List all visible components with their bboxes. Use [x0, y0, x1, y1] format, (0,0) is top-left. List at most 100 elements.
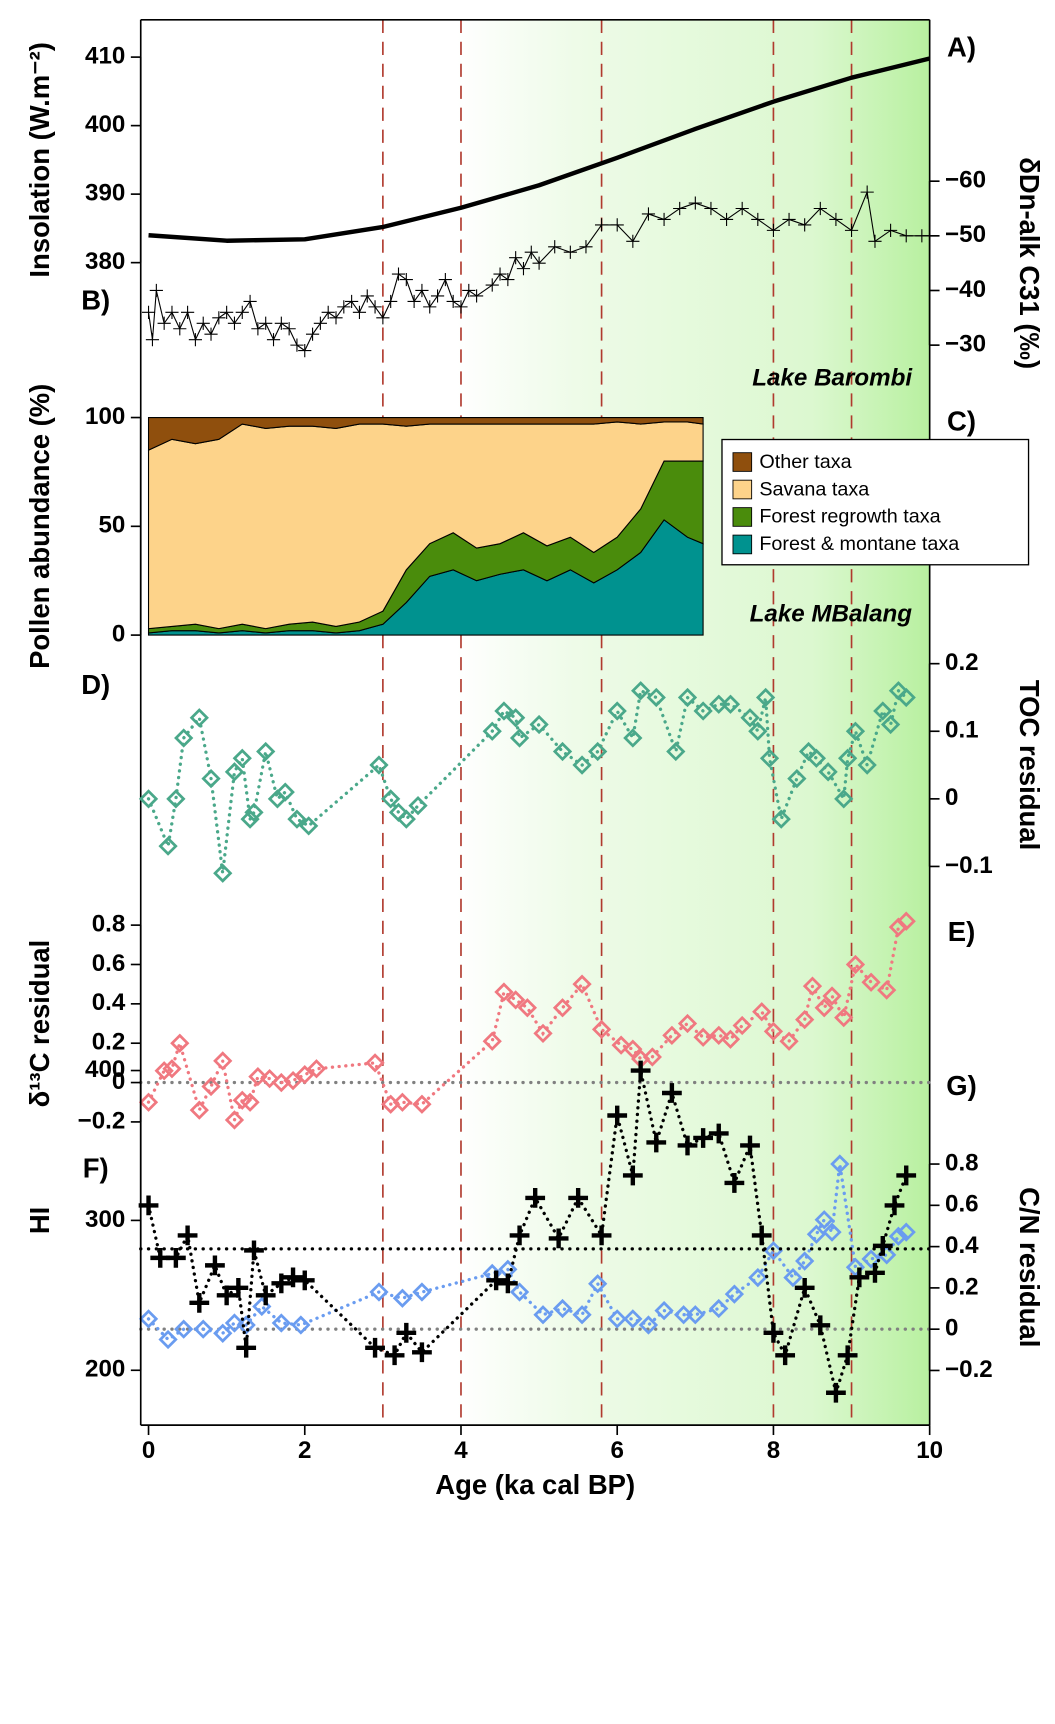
plus-marker: [368, 300, 382, 314]
diamond-marker: [369, 755, 389, 775]
diamond-marker: [166, 789, 186, 809]
plus-marker: [763, 1322, 784, 1343]
diamond-marker: [623, 728, 643, 748]
plus-marker: [446, 294, 460, 309]
plus-marker: [462, 283, 476, 298]
diamond-marker: [381, 789, 401, 809]
diamond-marker: [189, 708, 209, 728]
plus-marker: [661, 1083, 682, 1103]
diamond-marker: [552, 998, 573, 1018]
legend-label: Forest regrowth taxa: [759, 506, 940, 528]
plus-marker: [412, 1342, 432, 1363]
diamond-marker: [213, 863, 233, 883]
diamond-marker: [748, 721, 768, 741]
panel-label: A): [947, 32, 976, 63]
plus-marker: [708, 1123, 729, 1144]
diamond-marker: [506, 708, 526, 728]
plus-marker: [884, 1195, 905, 1216]
plus-marker: [145, 333, 160, 347]
y-tick-label: 200: [85, 1356, 125, 1383]
y-tick-label: −60: [945, 167, 986, 194]
y-tick-label: 0.4: [92, 989, 126, 1016]
plus-marker: [766, 223, 781, 237]
diamond-marker: [259, 1068, 280, 1089]
plus-marker: [415, 283, 429, 298]
plus-marker: [141, 305, 156, 319]
diamond-marker: [396, 809, 416, 829]
plus-marker: [138, 1195, 159, 1216]
diamond-marker: [408, 795, 428, 816]
plus-marker: [626, 234, 640, 248]
diamond-marker: [631, 681, 651, 701]
diamond-marker: [552, 741, 573, 762]
plus-marker: [735, 201, 749, 216]
diamond-marker: [138, 1309, 159, 1329]
y-tick-label: 400: [85, 1056, 125, 1083]
plus-marker: [376, 311, 390, 325]
plus-marker: [646, 1132, 667, 1153]
diamond-marker: [677, 1013, 698, 1034]
plus-marker: [532, 256, 546, 270]
plus-marker: [641, 207, 656, 221]
diamond-marker: [693, 1027, 713, 1047]
diamond-marker: [693, 701, 713, 721]
legend-swatch: [732, 479, 753, 500]
diamond-marker: [588, 741, 608, 762]
plus-marker: [294, 1270, 315, 1291]
diamond-marker: [763, 1021, 784, 1042]
diamond-marker: [654, 1300, 674, 1321]
diamond-marker: [509, 728, 530, 748]
plus-marker: [591, 1225, 612, 1246]
diamond-marker: [880, 714, 901, 735]
diamond-marker: [189, 1100, 209, 1120]
y-tick-label: 50: [98, 512, 125, 539]
diamond-marker: [572, 755, 592, 775]
x-tick-label: 10: [916, 1437, 943, 1464]
plus-marker: [396, 1322, 417, 1343]
diamond-marker: [283, 1070, 303, 1091]
plus-marker: [509, 251, 523, 265]
diamond-marker: [236, 1315, 256, 1335]
plus-marker: [282, 322, 296, 336]
plus-marker: [751, 1225, 772, 1246]
plus-marker: [607, 1105, 628, 1126]
diamond-marker: [822, 1222, 842, 1242]
y-tick-label: 400: [85, 111, 125, 138]
y-tick-label: 0: [945, 784, 958, 811]
plus-marker: [525, 1188, 546, 1208]
plus-marker: [622, 1165, 643, 1186]
plus-marker: [844, 223, 859, 237]
diamond-marker: [482, 721, 502, 741]
panel-label: B): [81, 284, 110, 315]
y-tick-label: −0.2: [78, 1107, 126, 1134]
legend-box: [721, 438, 1030, 566]
plus-marker: [313, 316, 327, 330]
plus-marker: [259, 316, 273, 330]
diamond-marker: [224, 762, 245, 782]
diamond-marker: [771, 809, 791, 829]
plus-marker: [345, 294, 359, 309]
plus-marker: [673, 201, 687, 216]
plus-marker: [244, 1240, 264, 1261]
plus-marker: [837, 1345, 858, 1366]
y-tick-label: −40: [945, 276, 986, 303]
diamond-marker: [174, 1319, 194, 1339]
plus-marker: [470, 289, 484, 303]
plus-marker: [860, 185, 874, 199]
diamond-marker: [232, 748, 252, 768]
plus-marker: [274, 316, 288, 330]
plus-marker: [849, 1267, 870, 1288]
plus-marker: [352, 305, 367, 319]
diamond-marker: [588, 1274, 608, 1294]
plus-marker: [205, 1255, 225, 1276]
diamond-marker: [724, 1284, 745, 1304]
plus-marker: [181, 305, 195, 319]
plus-marker: [497, 1273, 518, 1294]
diamond-marker: [213, 1051, 233, 1071]
diamond-marker: [873, 701, 893, 721]
plus-marker: [228, 1277, 249, 1298]
plus-marker: [298, 344, 312, 358]
panel-label: D): [81, 669, 110, 700]
diamond-marker: [755, 687, 776, 708]
diamond-marker: [174, 728, 194, 748]
